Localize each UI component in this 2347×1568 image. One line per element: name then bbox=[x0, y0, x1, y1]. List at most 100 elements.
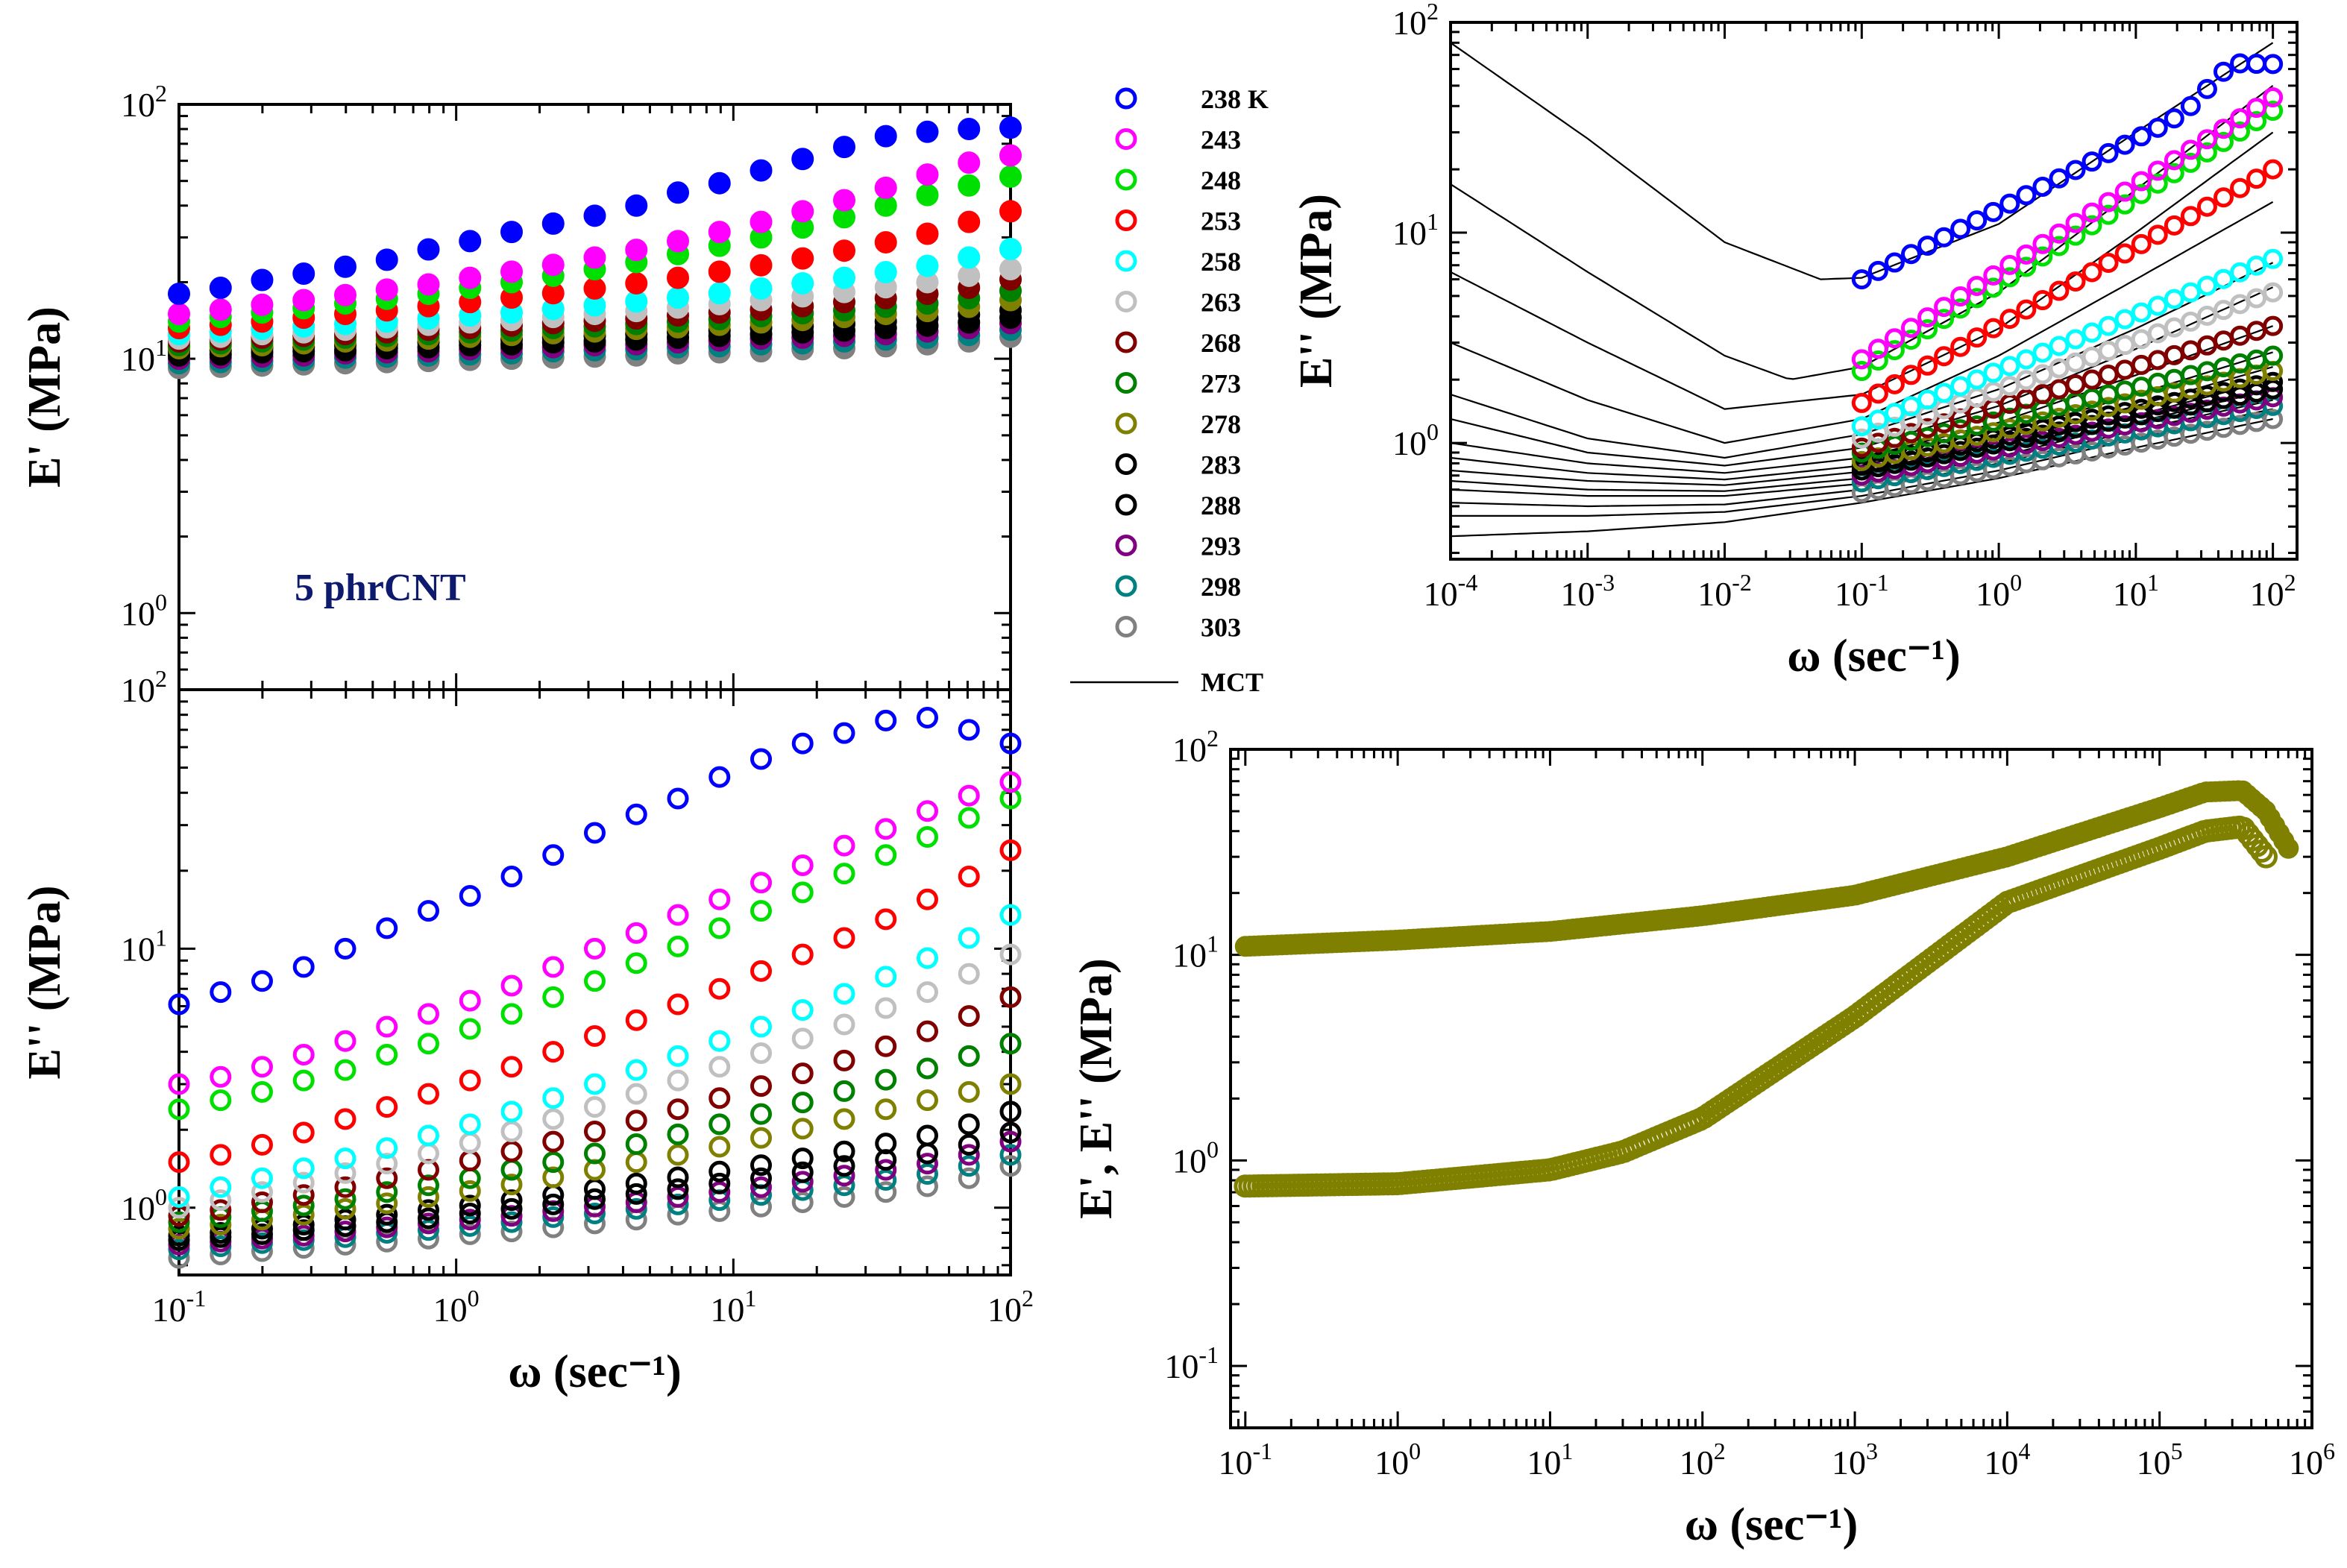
legend-marker bbox=[1115, 128, 1137, 150]
data-point bbox=[1884, 416, 1905, 437]
data-point bbox=[459, 1132, 481, 1154]
data-point bbox=[2213, 187, 2234, 208]
data-point bbox=[2049, 168, 2070, 189]
y-tick-label: 102 bbox=[121, 80, 167, 124]
legend-marker bbox=[1115, 453, 1137, 475]
data-point bbox=[500, 975, 523, 997]
data-point bbox=[999, 904, 1022, 926]
data-point bbox=[1999, 376, 2020, 397]
data-point bbox=[2098, 252, 2119, 273]
data-point bbox=[210, 1176, 232, 1198]
data-point bbox=[2250, 840, 2274, 863]
data-point bbox=[2230, 262, 2251, 283]
data-point bbox=[417, 900, 439, 922]
data-point bbox=[833, 927, 855, 949]
data-point bbox=[210, 1214, 232, 1236]
data-point bbox=[334, 1030, 356, 1052]
data-point bbox=[667, 1123, 689, 1145]
data-point bbox=[376, 1192, 398, 1215]
data-point bbox=[2164, 215, 2184, 236]
data-point bbox=[750, 1016, 773, 1038]
data-point bbox=[2263, 371, 2284, 392]
data-point bbox=[999, 258, 1022, 281]
data-point bbox=[2164, 108, 2184, 129]
panel-storage-modulus: 100 101 102 E' (MPa) 5 phrCNT bbox=[19, 80, 1022, 691]
data-point bbox=[251, 1080, 273, 1103]
data-point bbox=[459, 1203, 481, 1225]
data-point bbox=[625, 1009, 647, 1031]
data-point bbox=[2016, 299, 2037, 320]
y-tick-label: 101 bbox=[1172, 931, 1219, 975]
data-point bbox=[334, 1188, 356, 1210]
data-point bbox=[958, 1155, 980, 1177]
data-point bbox=[667, 1069, 689, 1092]
data-point bbox=[625, 194, 648, 217]
data-point bbox=[2196, 335, 2217, 356]
data-point bbox=[292, 956, 315, 978]
data-point bbox=[500, 1101, 523, 1123]
data-point bbox=[2049, 396, 2070, 417]
data-point bbox=[916, 183, 939, 207]
data-point bbox=[583, 1025, 606, 1048]
data-point bbox=[210, 1221, 232, 1244]
legend-marker bbox=[1115, 616, 1137, 637]
data-point bbox=[333, 283, 356, 306]
sample-annotation: 5 phrCNT bbox=[295, 567, 466, 609]
x-tick-label: 100 bbox=[1976, 569, 2022, 613]
data-point bbox=[875, 818, 897, 840]
data-point bbox=[251, 268, 274, 292]
legend-label: 288 bbox=[1201, 491, 1241, 520]
data-point bbox=[251, 1167, 273, 1189]
data-point bbox=[251, 1181, 273, 1203]
x-axis-title: ω (sec⁻¹) bbox=[508, 1347, 682, 1397]
data-point bbox=[875, 1169, 897, 1191]
legend-marker bbox=[1115, 331, 1137, 353]
data-point bbox=[833, 1165, 855, 1187]
data-point bbox=[542, 1130, 565, 1153]
data-point bbox=[875, 1181, 897, 1203]
data-point bbox=[459, 1113, 481, 1136]
data-point bbox=[2098, 341, 2119, 362]
data-point bbox=[333, 255, 356, 278]
data-point bbox=[791, 854, 814, 876]
data-point bbox=[2180, 311, 2201, 332]
data-point bbox=[791, 148, 814, 171]
legend-label: 298 bbox=[1201, 572, 1241, 602]
data-point bbox=[667, 1178, 689, 1200]
data-point bbox=[500, 866, 523, 888]
data-point bbox=[2263, 159, 2284, 180]
data-point bbox=[958, 210, 981, 233]
data-point bbox=[251, 1191, 273, 1213]
data-point bbox=[500, 1121, 523, 1143]
data-point bbox=[376, 1043, 398, 1065]
data-point bbox=[833, 722, 855, 744]
data-point bbox=[583, 1121, 606, 1143]
data-point bbox=[542, 844, 565, 866]
data-point bbox=[709, 977, 731, 1000]
data-point bbox=[1950, 286, 1971, 307]
data-point bbox=[2246, 169, 2267, 189]
data-point bbox=[791, 247, 814, 270]
panel-loss-modulus: 10-1 100 101 102 100 101 102 E'' (MPa) ω (sec⁻¹) bbox=[19, 665, 1034, 1397]
data-point bbox=[417, 1207, 439, 1229]
data-point bbox=[958, 866, 980, 888]
data-point bbox=[2230, 177, 2251, 198]
data-point bbox=[625, 1083, 647, 1105]
data-point bbox=[833, 1013, 855, 1036]
data-point bbox=[1983, 201, 2004, 222]
data-point bbox=[209, 277, 232, 300]
data-point bbox=[2263, 315, 2284, 336]
data-point bbox=[2032, 177, 2053, 198]
data-point bbox=[583, 1142, 606, 1165]
x-tick-label: 10-4 bbox=[1424, 569, 1478, 613]
data-point bbox=[376, 1016, 398, 1038]
data-point bbox=[542, 986, 565, 1008]
data-point bbox=[2263, 345, 2284, 366]
data-point bbox=[500, 1140, 523, 1162]
data-point bbox=[750, 1176, 773, 1198]
data-point bbox=[251, 293, 274, 316]
data-point bbox=[168, 993, 190, 1016]
data-point bbox=[583, 937, 606, 960]
x-tick-label: 101 bbox=[1527, 1438, 1573, 1482]
y-tick-label: 101 bbox=[121, 924, 167, 968]
